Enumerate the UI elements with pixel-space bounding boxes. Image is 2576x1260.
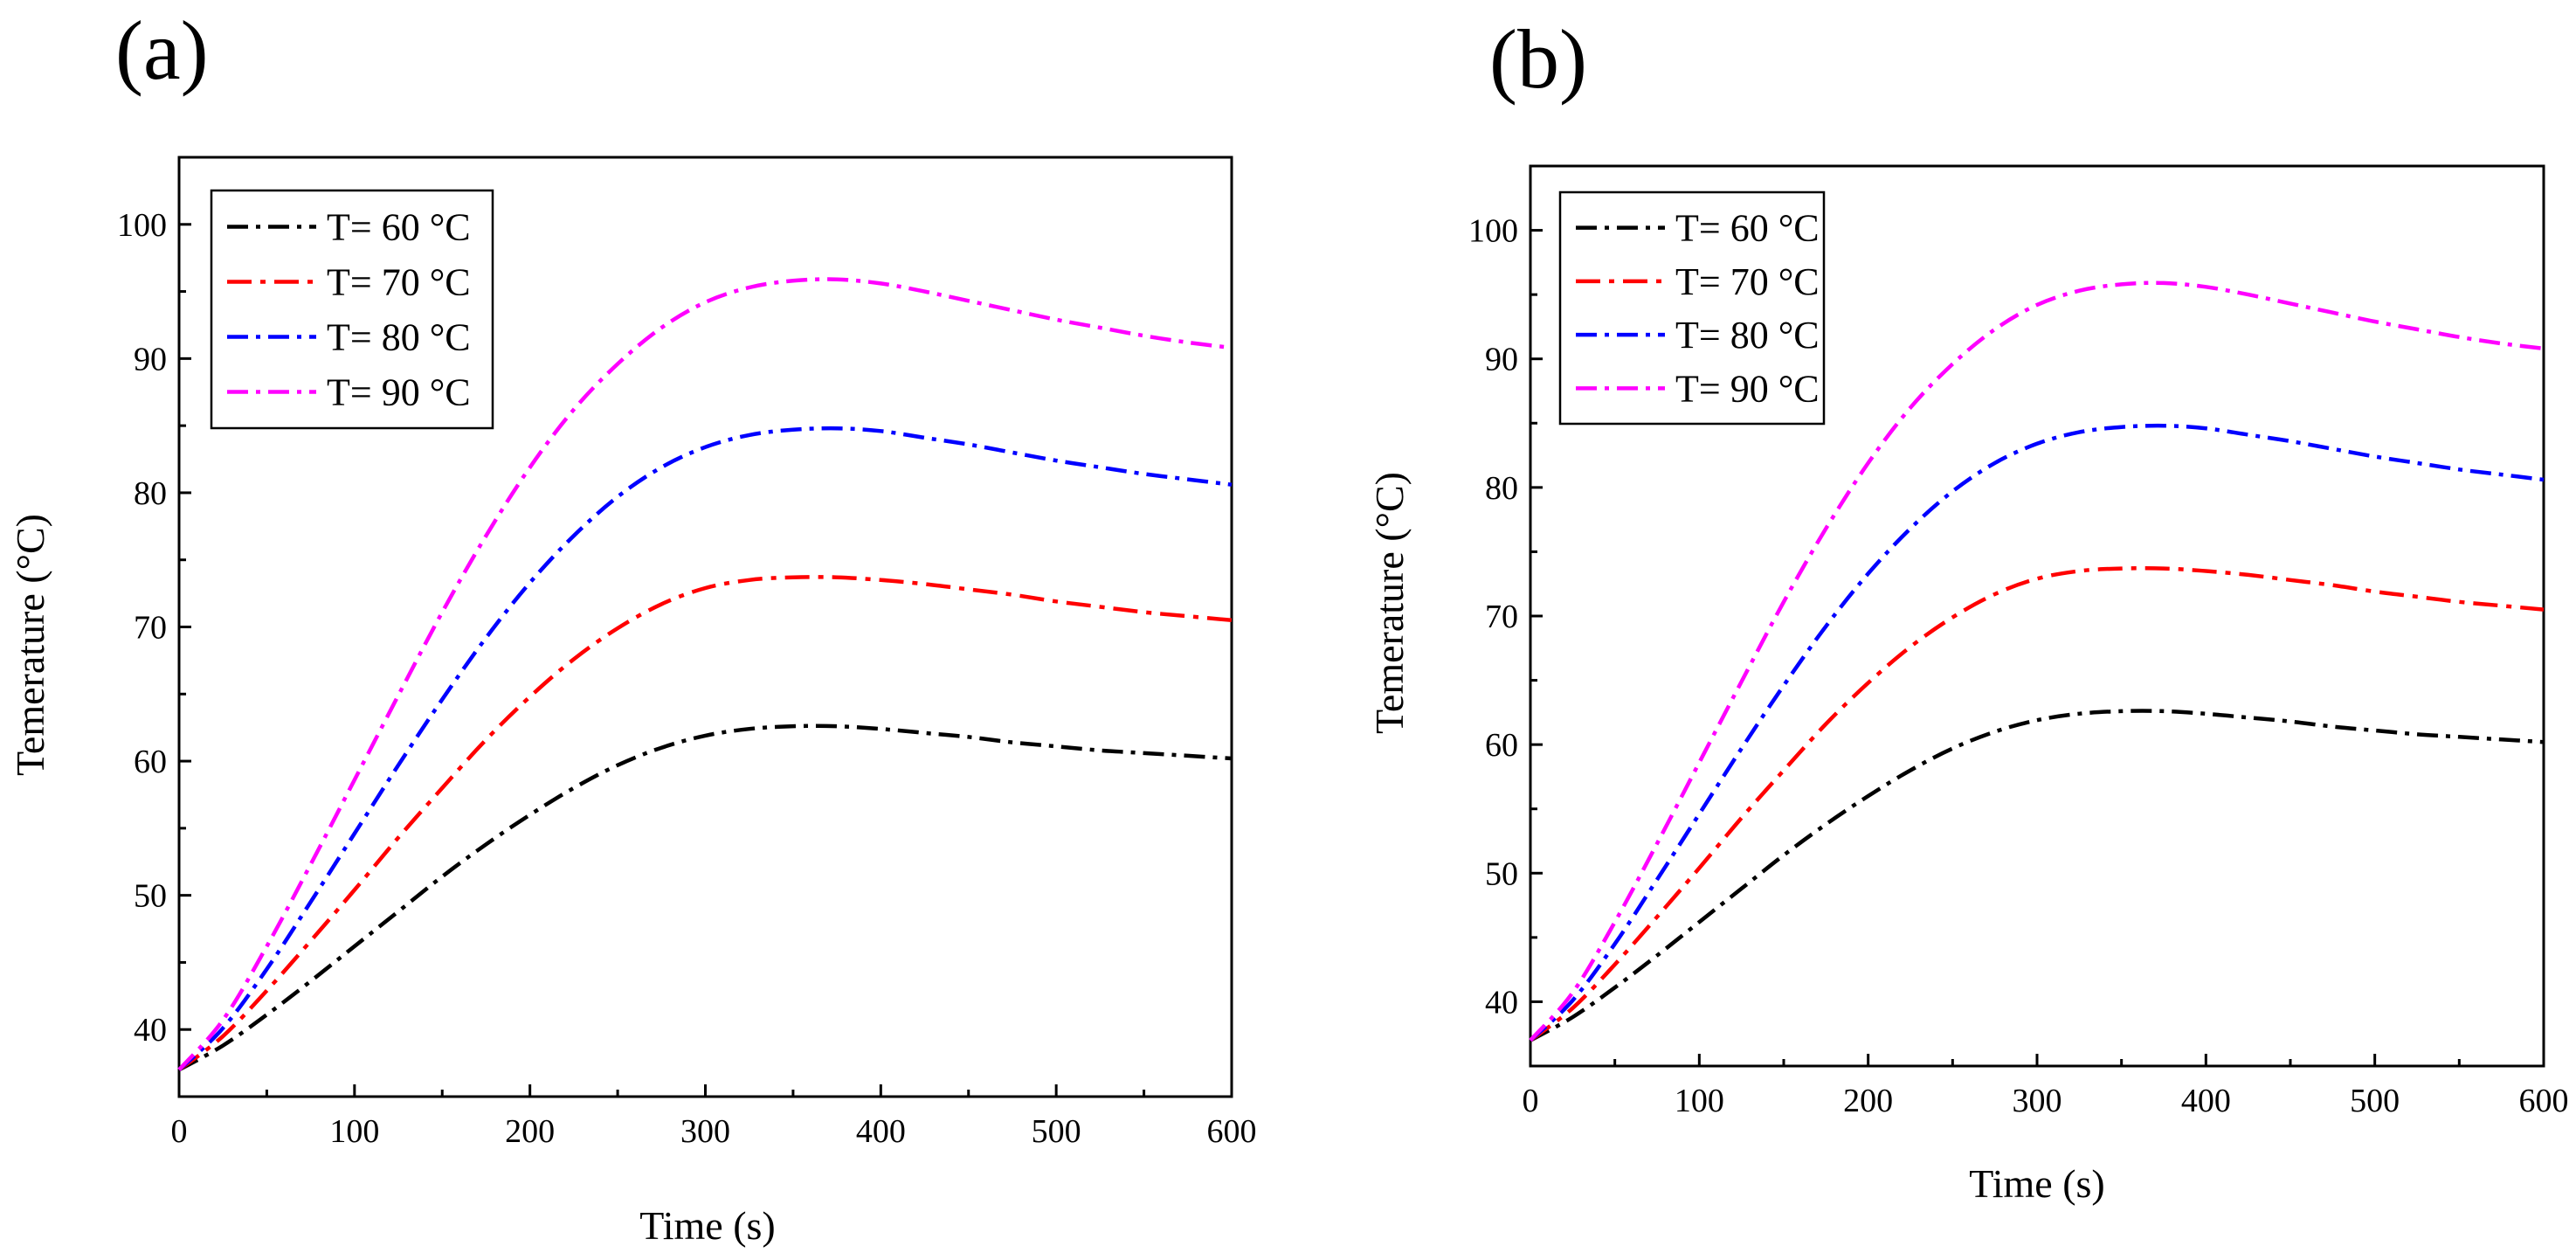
y-axis-title: Temerature (°C) <box>1367 472 1412 734</box>
panel-label: (b) <box>1489 12 1587 106</box>
series-line <box>177 575 1233 1072</box>
legend: T= 60 °C T= 70 °C T= 80 °C T= 90 °C <box>210 189 494 430</box>
legend-box <box>210 189 494 430</box>
y-tick-label: 90 <box>1485 342 1518 378</box>
series-line <box>177 277 1233 1071</box>
x-tick-label: 600 <box>2519 1083 2569 1119</box>
y-tick-label: 70 <box>134 610 167 647</box>
y-tick-label: 60 <box>134 744 167 780</box>
series-line <box>1529 709 2545 1042</box>
x-tick-label: 0 <box>171 1113 188 1150</box>
x-tick-label: 400 <box>2181 1083 2231 1119</box>
x-tick-label: 200 <box>1843 1083 1893 1119</box>
legend-label: T= 80 °C <box>1675 314 1820 357</box>
y-tick-label: 90 <box>134 341 167 377</box>
y-tick-label: 70 <box>1485 599 1518 635</box>
legend-label: T= 60 °C <box>327 206 471 249</box>
x-tick-label: 100 <box>329 1113 379 1150</box>
ticks: 0 100 200 300 400 500 600 40 50 60 70 80 90 100 <box>117 156 1257 1150</box>
x-tick-label: 100 <box>1675 1083 1724 1119</box>
y-tick-label: 40 <box>134 1012 167 1049</box>
legend-label: T= 90 °C <box>327 371 471 414</box>
x-axis-title: Time (s) <box>1969 1161 2105 1206</box>
y-tick-label: 100 <box>117 207 167 244</box>
x-tick-label: 0 <box>1523 1083 1539 1119</box>
series-lines <box>1529 280 2545 1042</box>
legend-label: T= 60 °C <box>1675 207 1820 250</box>
series-line <box>177 426 1233 1071</box>
y-axis-title: Temerature (°C) <box>8 514 52 776</box>
legend-label: T= 80 °C <box>327 316 471 359</box>
y-tick-label: 40 <box>1485 984 1518 1021</box>
series-line <box>1529 565 2545 1042</box>
x-tick-label: 200 <box>505 1113 555 1150</box>
panel-a: (a) Time (s) Temerature (°C) 0 100 200 300 4… <box>8 3 1257 1248</box>
series-line <box>177 723 1233 1072</box>
series-lines <box>177 277 1233 1072</box>
series-line <box>1529 280 2545 1042</box>
y-tick-label: 80 <box>1485 470 1518 507</box>
x-axis-title: Time (s) <box>639 1203 776 1248</box>
x-tick-label: 500 <box>1032 1113 1081 1150</box>
panel-label: (a) <box>115 3 209 97</box>
legend-box <box>1558 190 1826 426</box>
legend-label: T= 70 °C <box>327 261 471 304</box>
x-tick-label: 300 <box>680 1113 730 1150</box>
y-tick-label: 60 <box>1485 727 1518 764</box>
legend-label: T= 70 °C <box>1675 260 1820 303</box>
legend-label: T= 90 °C <box>1675 367 1820 410</box>
legend: T= 60 °C T= 70 °C T= 80 °C T= 90 °C <box>1558 190 1826 426</box>
series-line <box>1529 423 2545 1042</box>
x-tick-label: 500 <box>2350 1083 2400 1119</box>
y-tick-label: 50 <box>1485 855 1518 892</box>
x-tick-label: 300 <box>2013 1083 2062 1119</box>
panel-b: (b) Time (s) Temerature (°C) 0 100 200 300 4… <box>1367 12 2569 1206</box>
ticks: 0 100 200 300 400 500 600 40 50 60 70 80 90 100 <box>1468 164 2569 1119</box>
y-tick-label: 100 <box>1468 213 1518 250</box>
x-tick-label: 400 <box>856 1113 906 1150</box>
x-tick-label: 600 <box>1207 1113 1257 1150</box>
y-tick-label: 50 <box>134 878 167 915</box>
y-tick-label: 80 <box>134 475 167 512</box>
